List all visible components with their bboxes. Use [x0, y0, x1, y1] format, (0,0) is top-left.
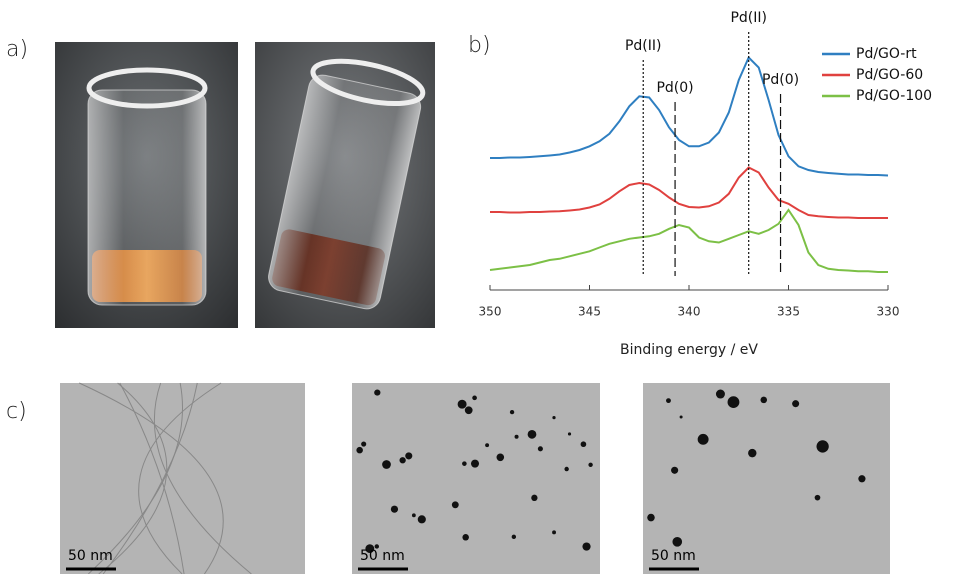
- nanoparticle: [816, 440, 828, 452]
- panel-a: a): [6, 37, 435, 328]
- nanoparticle: [716, 390, 725, 399]
- nanoparticle: [452, 501, 459, 508]
- nanoparticle: [462, 461, 467, 466]
- annotation: Pd(II): [625, 38, 662, 54]
- scale-bar-label: 50 nm: [651, 548, 696, 564]
- nanoparticle: [581, 441, 587, 447]
- nanoparticle: [538, 446, 543, 451]
- legend-label: Pd/GO-rt: [856, 46, 917, 62]
- panel-label: c): [6, 399, 27, 424]
- x-axis-label: Binding energy / eV: [620, 342, 758, 358]
- nanoparticle: [672, 537, 682, 547]
- nanoparticle: [588, 463, 592, 467]
- nanoparticle: [792, 400, 799, 407]
- nanoparticle: [471, 460, 479, 468]
- annotation: Pd(II): [730, 10, 767, 26]
- nanoparticle: [552, 416, 555, 419]
- page: {"panel_labels": {"a": "a)", "b": "b)", …: [0, 0, 954, 574]
- nanoparticle: [361, 441, 366, 446]
- annotation: Pd(0): [656, 80, 693, 96]
- legend-label: Pd/GO-100: [856, 88, 932, 104]
- scale-bar-label: 50 nm: [360, 548, 405, 564]
- nanoparticle: [391, 506, 398, 513]
- panel-label: a): [6, 37, 28, 62]
- annotation: Pd(0): [762, 72, 799, 88]
- nanoparticle: [552, 530, 556, 534]
- scale-bar-label: 50 nm: [68, 548, 113, 564]
- nanoparticle: [405, 452, 412, 459]
- nanoparticle: [462, 534, 469, 541]
- nanoparticle: [748, 449, 756, 457]
- nanoparticle: [666, 398, 671, 403]
- nanoparticle: [531, 495, 537, 501]
- nanoparticle: [399, 457, 405, 463]
- legend-label: Pd/GO-60: [856, 67, 923, 83]
- nanoparticle: [465, 406, 473, 414]
- panel-b: b) Binding energy / eV 350 345 340 335 330 Pd…: [468, 10, 932, 358]
- panel-c: c) 50 nm 50 nm 50 nm: [6, 383, 890, 574]
- x-tick-label: 350: [479, 305, 502, 319]
- nanoparticle: [418, 515, 426, 523]
- nanoparticle: [728, 396, 740, 408]
- panel-label: b): [468, 33, 491, 58]
- nanoparticle: [858, 475, 865, 482]
- nanoparticle: [512, 535, 516, 539]
- nanoparticle: [698, 434, 709, 445]
- nanoparticle: [497, 454, 505, 462]
- tem-image: [352, 383, 600, 574]
- nanoparticle: [458, 400, 467, 409]
- nanoparticle: [760, 397, 767, 404]
- figure: a) b) Binding energy / eV 350 345 340 335 33…: [0, 0, 954, 574]
- nanoparticle: [485, 443, 489, 447]
- nanoparticle: [472, 396, 477, 401]
- line: [490, 168, 888, 219]
- nanoparticle: [680, 415, 683, 418]
- nanoparticle: [510, 410, 514, 414]
- x-tick-label: 345: [578, 305, 601, 319]
- x-tick-label: 340: [678, 305, 701, 319]
- nanoparticle: [815, 495, 821, 501]
- x-tick-label: 330: [877, 305, 900, 319]
- nanoparticle: [564, 467, 568, 471]
- nanoparticle: [356, 447, 363, 454]
- nanoparticle: [528, 430, 537, 439]
- nanoparticle: [647, 514, 655, 522]
- nanoparticle: [374, 389, 380, 395]
- nanoparticle: [515, 435, 519, 439]
- vial: [88, 90, 206, 305]
- x-tick-label: 335: [777, 305, 800, 319]
- nanoparticle: [568, 432, 571, 435]
- nanoparticle: [671, 467, 678, 474]
- nanoparticle: [412, 513, 416, 517]
- nanoparticle: [382, 460, 391, 469]
- nanoparticle: [582, 542, 590, 550]
- line: [490, 210, 888, 272]
